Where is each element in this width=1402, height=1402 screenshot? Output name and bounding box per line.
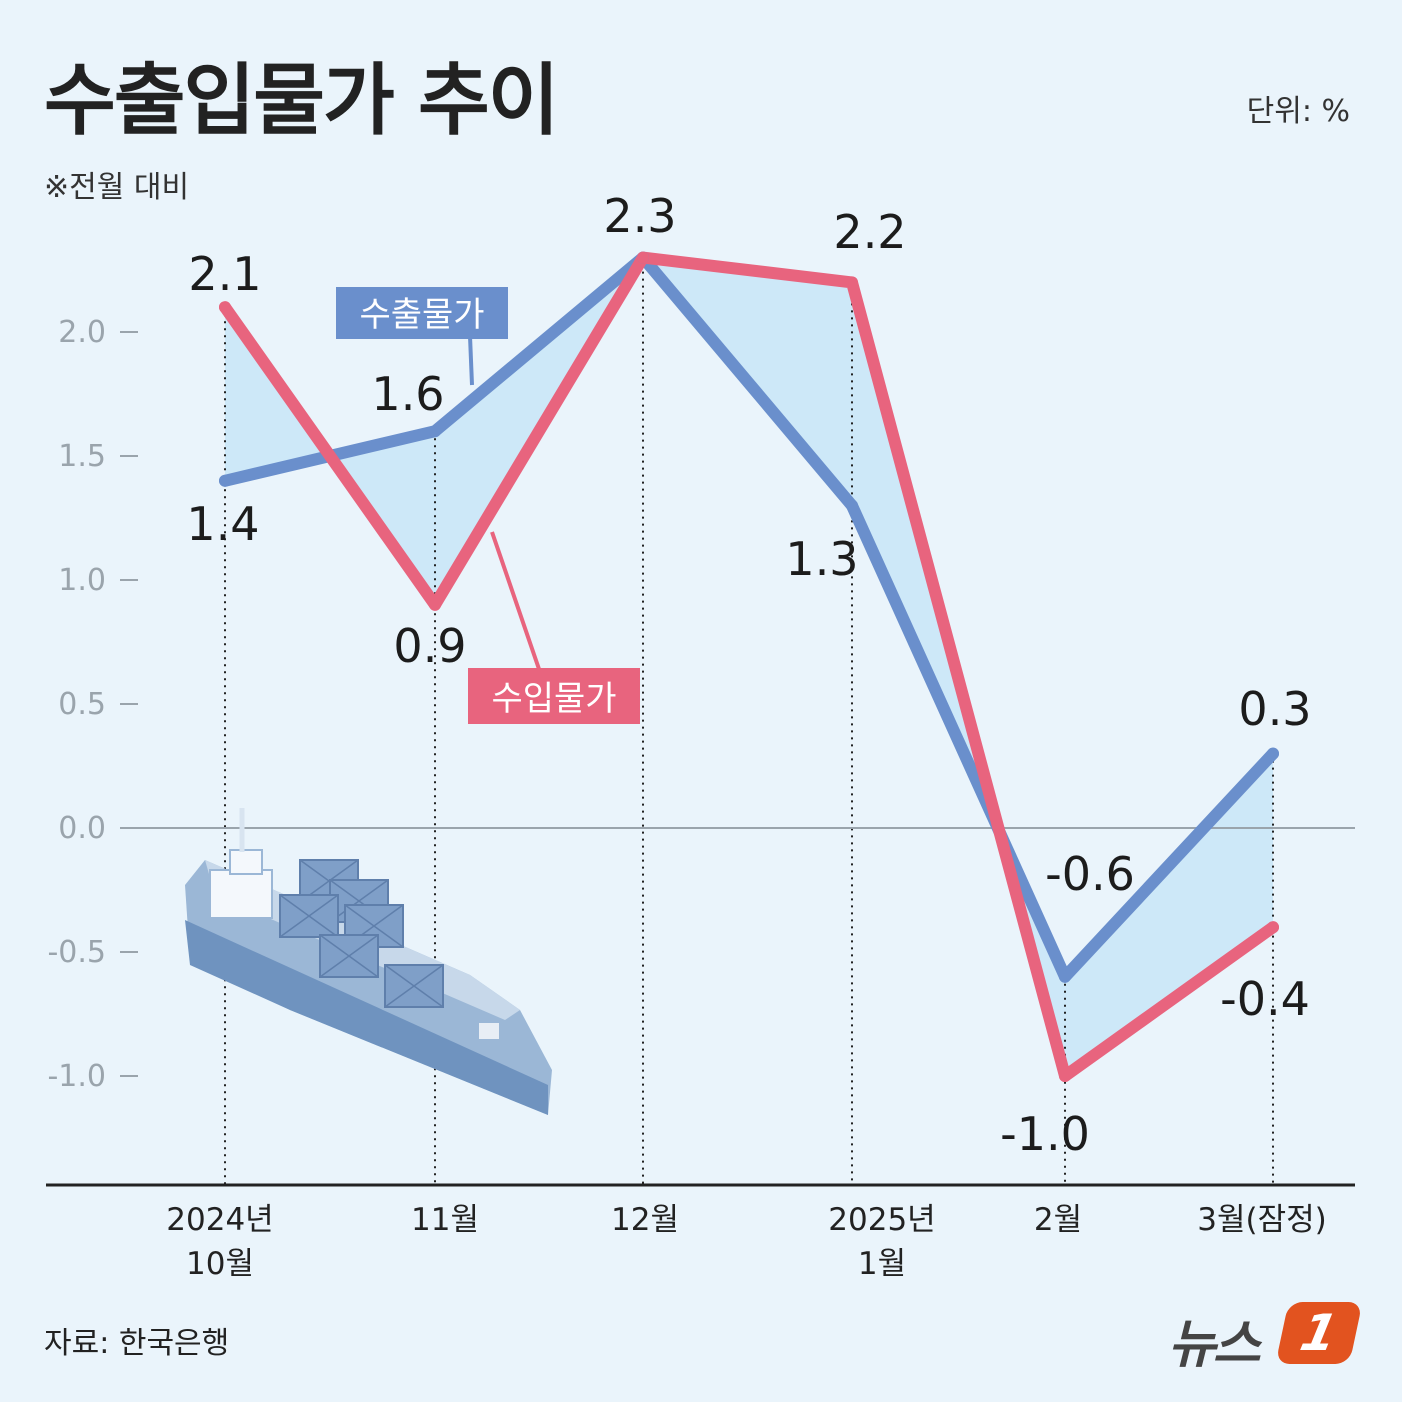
export-tag-box bbox=[336, 287, 508, 339]
import-tag-box bbox=[468, 668, 640, 724]
import-price-line bbox=[219, 251, 1279, 1082]
import-tag-label: 수입물가 bbox=[491, 679, 616, 719]
x-tick-label: 11월 bbox=[411, 1202, 479, 1238]
data-label: 0.3 bbox=[1238, 682, 1311, 736]
export-point bbox=[1267, 747, 1279, 760]
unit-label: 단위: % bbox=[1246, 94, 1350, 129]
y-tick-label: 1.0 bbox=[58, 563, 106, 598]
data-label: 1.4 bbox=[186, 497, 259, 551]
data-label: -1.0 bbox=[1000, 1107, 1090, 1161]
y-tick-label: 0.0 bbox=[58, 811, 106, 846]
logo-text: 뉴스 bbox=[1168, 1315, 1261, 1375]
x-tick-label: 3월(잠정) bbox=[1197, 1202, 1326, 1238]
chart-title: 수출입물가 추이 bbox=[44, 56, 559, 146]
y-tick-label: 1.5 bbox=[58, 439, 106, 474]
import-point bbox=[637, 251, 649, 264]
data-label: 0.9 bbox=[393, 619, 466, 673]
news1-logo: 뉴스 1 bbox=[1168, 1300, 1363, 1375]
export-tag-pointer bbox=[468, 335, 474, 386]
export-tag-label: 수출물가 bbox=[359, 295, 484, 335]
import-tag-pointer bbox=[490, 531, 542, 673]
export-point bbox=[846, 499, 858, 512]
x-tick-label: 2024년 bbox=[166, 1202, 273, 1238]
y-tick-label: -0.5 bbox=[47, 935, 106, 970]
x-tick-label: 12월 bbox=[611, 1202, 679, 1238]
data-label: 1.3 bbox=[785, 532, 858, 586]
logo-badge: 1 bbox=[1275, 1302, 1363, 1364]
import-point bbox=[846, 276, 858, 289]
x-tick-label: 1월 bbox=[858, 1246, 906, 1282]
data-label: 2.3 bbox=[603, 189, 676, 243]
cargo-ship-illustration bbox=[185, 808, 552, 1115]
import-point bbox=[1059, 1070, 1071, 1082]
x-tick-label: 10월 bbox=[186, 1246, 254, 1282]
data-label: -0.6 bbox=[1045, 847, 1135, 901]
import-point bbox=[219, 301, 231, 314]
source-label: 자료: 한국은행 bbox=[44, 1326, 230, 1361]
data-label: 1.6 bbox=[371, 367, 444, 421]
import-point bbox=[429, 598, 441, 611]
comparison-note: ※전월 대비 bbox=[44, 170, 190, 205]
x-tick-label: 2025년 bbox=[828, 1202, 935, 1238]
export-point bbox=[429, 425, 441, 438]
export-point bbox=[219, 474, 231, 487]
data-label: 2.1 bbox=[188, 247, 261, 301]
x-tick-label: 2월 bbox=[1034, 1202, 1082, 1238]
y-tick-label: -1.0 bbox=[47, 1059, 106, 1094]
data-label: -0.4 bbox=[1220, 972, 1310, 1026]
import-point bbox=[1267, 921, 1279, 934]
export-point bbox=[1059, 970, 1071, 983]
data-label: 2.2 bbox=[833, 205, 906, 259]
y-tick-label: 2.0 bbox=[58, 315, 106, 350]
export-price-line bbox=[219, 251, 1279, 983]
y-tick-label: 0.5 bbox=[58, 687, 106, 722]
